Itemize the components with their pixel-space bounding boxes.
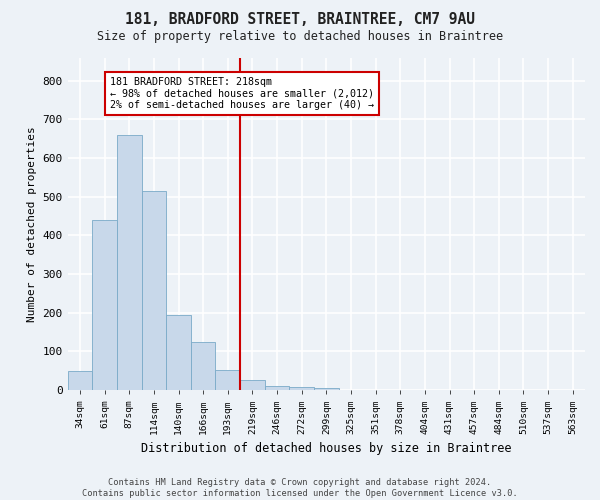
Bar xyxy=(166,316,191,390)
X-axis label: Distribution of detached houses by size in Braintree: Distribution of detached houses by size … xyxy=(141,442,512,455)
Bar xyxy=(191,342,215,390)
Bar xyxy=(314,388,338,390)
Text: 181 BRADFORD STREET: 218sqm
← 98% of detached houses are smaller (2,012)
2% of s: 181 BRADFORD STREET: 218sqm ← 98% of det… xyxy=(110,77,374,110)
Bar xyxy=(289,388,314,390)
Y-axis label: Number of detached properties: Number of detached properties xyxy=(27,126,37,322)
Bar xyxy=(117,135,142,390)
Text: Contains HM Land Registry data © Crown copyright and database right 2024.
Contai: Contains HM Land Registry data © Crown c… xyxy=(82,478,518,498)
Bar xyxy=(92,220,117,390)
Bar xyxy=(240,380,265,390)
Bar xyxy=(215,370,240,390)
Bar xyxy=(142,191,166,390)
Text: Size of property relative to detached houses in Braintree: Size of property relative to detached ho… xyxy=(97,30,503,43)
Bar xyxy=(265,386,289,390)
Text: 181, BRADFORD STREET, BRAINTREE, CM7 9AU: 181, BRADFORD STREET, BRAINTREE, CM7 9AU xyxy=(125,12,475,28)
Bar xyxy=(68,371,92,390)
